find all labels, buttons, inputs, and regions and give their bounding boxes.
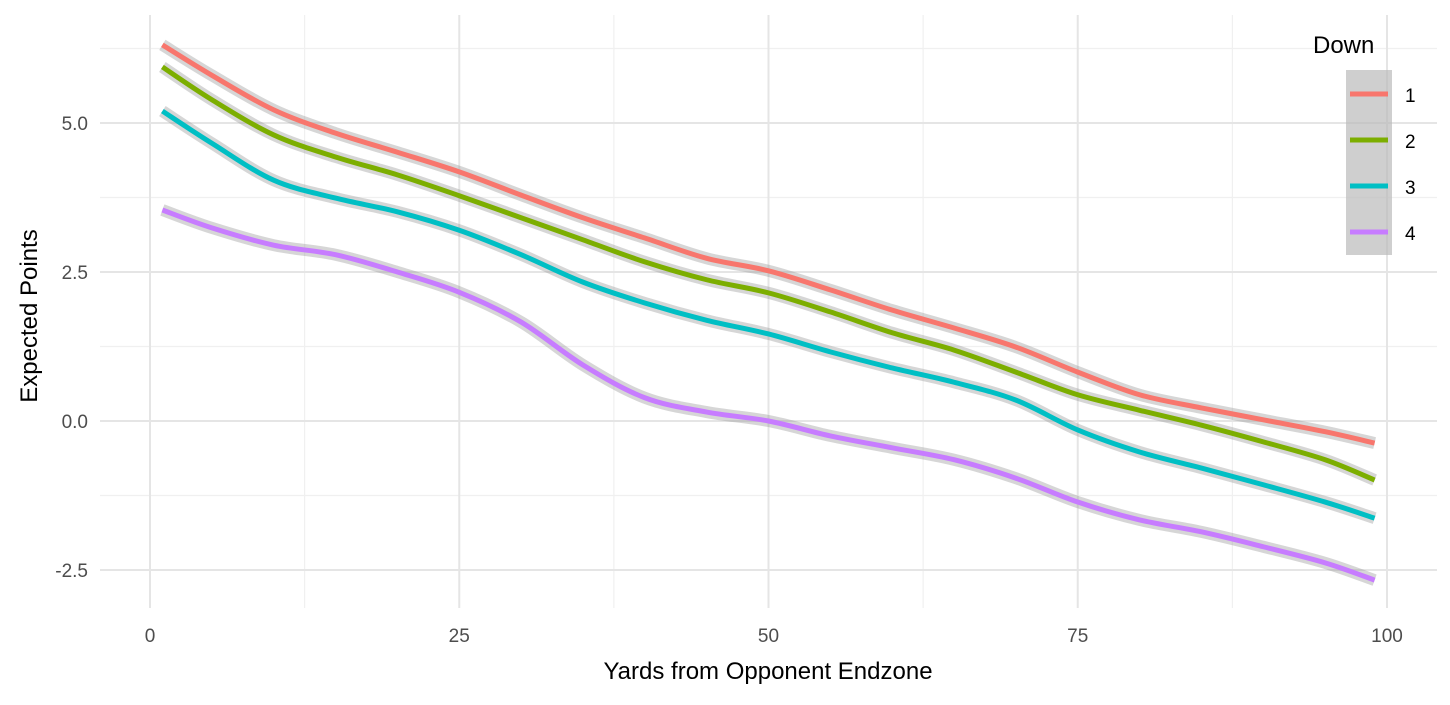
y-axis-label: Expected Points bbox=[16, 229, 43, 402]
x-tick-label: 100 bbox=[1371, 626, 1403, 647]
y-tick-label: -2.5 bbox=[55, 561, 88, 582]
legend: Down 1 2 3 4 bbox=[1313, 32, 1416, 255]
legend-title: Down bbox=[1313, 32, 1374, 59]
x-tick-label: 0 bbox=[145, 626, 156, 647]
line-down-2 bbox=[160, 64, 1376, 483]
x-tick-label: 75 bbox=[1067, 626, 1088, 647]
y-tick-label: 2.5 bbox=[62, 263, 88, 284]
x-axis-label: Yards from Opponent Endzone bbox=[603, 658, 932, 685]
series-lines bbox=[160, 42, 1376, 583]
legend-key-background bbox=[1346, 70, 1392, 255]
x-tick-label: 25 bbox=[449, 626, 470, 647]
line-down-1 bbox=[161, 42, 1376, 446]
x-tick-label: 50 bbox=[758, 626, 779, 647]
line-down-4 bbox=[161, 207, 1376, 583]
legend-label-down-1: 1 bbox=[1405, 86, 1416, 107]
grid bbox=[100, 15, 1437, 608]
legend-label-down-4: 4 bbox=[1405, 224, 1416, 245]
legend-label-down-2: 2 bbox=[1405, 132, 1416, 153]
legend-label-down-3: 3 bbox=[1405, 178, 1416, 199]
tick-labels: 0 25 50 75 100 -2.5 0.0 2.5 5.0 bbox=[55, 114, 1403, 647]
y-tick-label: 5.0 bbox=[62, 114, 88, 135]
line-down-3 bbox=[161, 108, 1376, 521]
y-tick-label: 0.0 bbox=[62, 412, 88, 433]
